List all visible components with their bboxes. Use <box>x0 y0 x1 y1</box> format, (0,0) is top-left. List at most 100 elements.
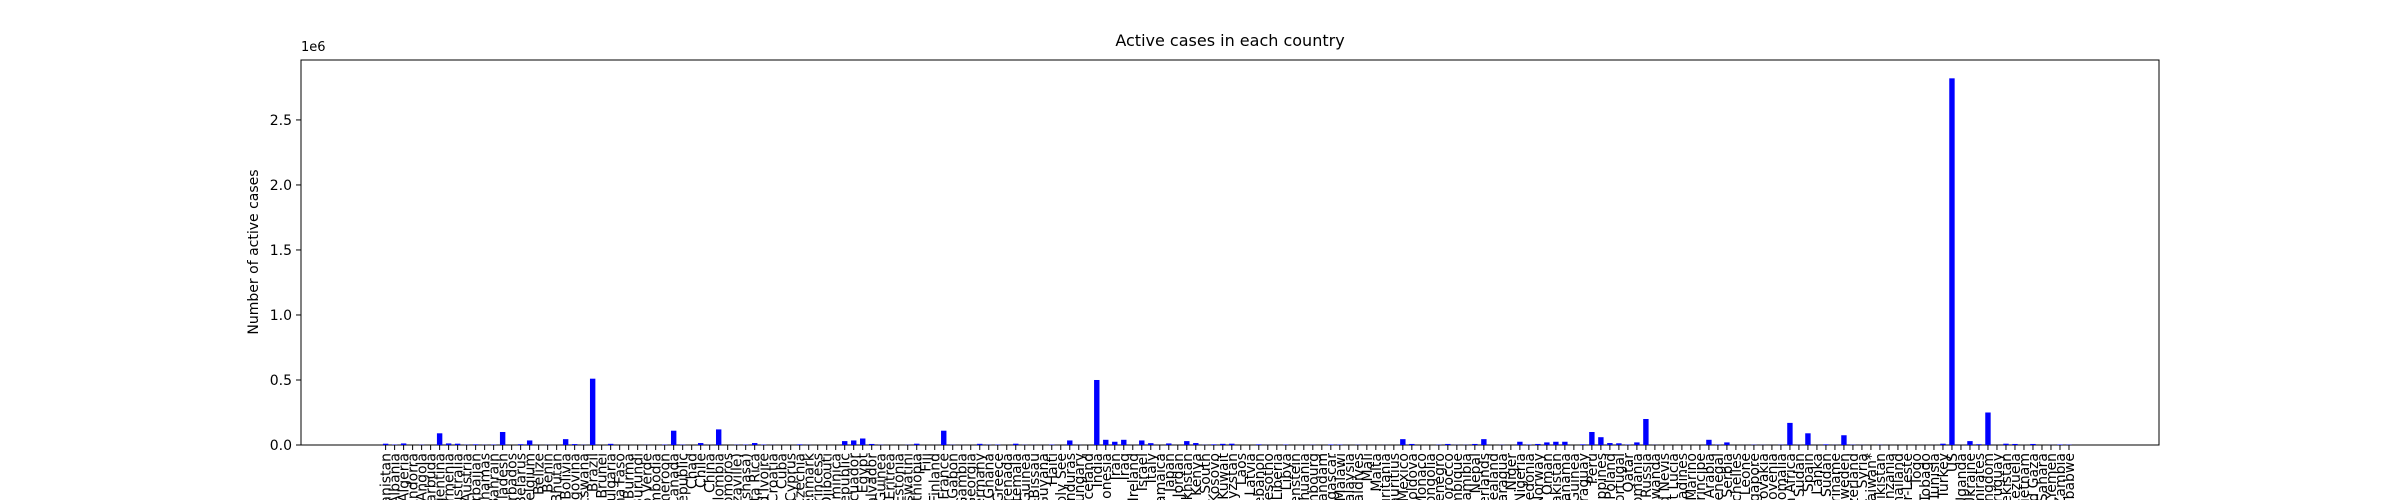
x-tick-label: El Salvador <box>865 453 881 500</box>
x-tick-label: United Arab Emirates <box>1972 453 1988 500</box>
x-tick-label: United Kingdom <box>1981 453 1997 500</box>
x-tick-label: Cuba <box>775 453 791 489</box>
plot-frame <box>300 59 2160 446</box>
x-tick-label: Congo (Kinshasa) <box>739 453 755 500</box>
bar <box>1067 440 1073 445</box>
bar <box>697 443 704 445</box>
x-tick-label: MS Zaandam <box>1315 453 1331 500</box>
x-tick-label: Chile <box>694 453 710 488</box>
x-tick-label: Morocco <box>1441 453 1457 500</box>
bar <box>454 443 461 445</box>
bar <box>1616 443 1622 445</box>
bar <box>1328 444 1334 445</box>
x-tick-label: Georgia <box>964 453 980 500</box>
y-offset-label: 1e6 <box>301 40 326 55</box>
x-tick-label: Vietnam <box>2017 453 2033 500</box>
x-tick-label: Dominica <box>829 453 845 500</box>
bar <box>2057 444 2063 445</box>
x-tick-label: Afghanistan <box>379 453 395 500</box>
x-tick-label: Belize <box>532 453 548 495</box>
x-tick-label: Brazil <box>586 453 602 492</box>
x-tick-label: Ethiopia <box>910 453 926 500</box>
x-tick-label: Ecuador <box>847 453 863 500</box>
x-tick-label: Nicaragua <box>1495 453 1511 500</box>
x-tick-label: Norway <box>1531 453 1547 500</box>
bar <box>472 444 479 445</box>
x-tick-label: Barbados <box>505 453 521 500</box>
x-tick-label: Bhutan <box>550 453 566 500</box>
bar <box>1634 442 1640 445</box>
x-tick-label: Montenegro <box>1432 453 1448 500</box>
x-tick-label: Malaysia <box>1342 453 1358 500</box>
x-tick-label: Grenada <box>1000 453 1016 500</box>
bar <box>517 444 524 445</box>
x-tick-label: Seychelles <box>1729 453 1745 500</box>
y-tick-label: 2.0 <box>270 178 292 194</box>
x-tick-label: Ireland <box>1126 453 1142 500</box>
x-tick-label: Italy <box>1144 453 1160 483</box>
x-tick-label: Laos <box>1234 453 1250 485</box>
x-tick-label: Uruguay <box>1990 453 2006 500</box>
x-tick-label: Kazakhstan <box>1180 453 1196 500</box>
x-tick-label: Cote d'Ivoire <box>757 453 773 500</box>
x-tick-label: Finland <box>928 453 944 500</box>
bar <box>445 443 452 445</box>
x-tick-label: Mauritania <box>1378 453 1394 500</box>
x-tick-label: Lebanon <box>1252 453 1268 500</box>
y-tick-label: 0.5 <box>270 373 292 389</box>
bar <box>670 430 677 445</box>
x-tick-label: Namibia <box>1459 453 1475 500</box>
bar <box>797 444 803 445</box>
x-tick-label: Mongolia <box>1423 453 1439 500</box>
bar <box>1607 443 1613 445</box>
x-tick-label: Costa Rica <box>748 453 764 500</box>
bar <box>571 444 578 445</box>
x-tick-label: Moldova <box>1405 453 1421 500</box>
bar <box>1823 444 1829 445</box>
x-tick-label: Burundi <box>631 453 647 500</box>
x-tick-label: Angola <box>415 453 431 500</box>
x-tick-label: Eswatini <box>901 453 917 500</box>
bar <box>1940 443 1946 445</box>
y-tick-label: 0.0 <box>270 438 292 454</box>
x-tick-label: Korea, South <box>1198 453 1214 500</box>
x-tick-label: Yemen <box>2044 453 2060 500</box>
bar <box>941 430 947 445</box>
bar <box>1445 443 1451 445</box>
x-tick-label: Austria <box>460 453 476 500</box>
x-tick-label: Russia <box>1639 453 1655 498</box>
bar <box>1589 431 1595 445</box>
x-tick-label: Egypt <box>856 453 872 494</box>
bar <box>1562 441 1568 445</box>
x-tick-label: Maldives <box>1351 453 1367 500</box>
x-tick-label: Pakistan <box>1549 453 1565 500</box>
bar <box>1193 443 1199 445</box>
x-tick-label: Venezuela <box>2008 453 2024 500</box>
x-tick-label: Ukraine <box>1963 453 1979 500</box>
bar <box>842 441 848 445</box>
x-tick-label: Armenia <box>442 453 458 500</box>
bar <box>1166 443 1172 445</box>
x-tick-label: Congo (Brazzaville) <box>730 453 746 500</box>
x-tick-label: Cambodia <box>649 453 665 500</box>
x-tick-label: Lesotho <box>1261 453 1277 500</box>
x-tick-label: Malta <box>1369 453 1385 492</box>
x-tick-label: Papua New Guinea <box>1567 453 1583 500</box>
bar <box>1103 439 1109 445</box>
x-tick-label: Colombia <box>712 453 728 500</box>
x-tick-label: Saint Lucia <box>1666 453 1682 500</box>
bar <box>607 443 614 445</box>
x-tick-label: Antigua and Barbuda <box>424 453 440 500</box>
x-tick-label: Madagascar <box>1324 453 1340 500</box>
x-tick-label: Philippines <box>1594 453 1610 500</box>
bar <box>1229 443 1235 445</box>
bar <box>1184 441 1190 445</box>
x-tick-label: Cameroon <box>658 453 674 500</box>
bar <box>977 443 983 445</box>
y-axis-label: Number of active cases <box>246 169 262 334</box>
x-tick-label: Turkey <box>1936 453 1952 500</box>
x-tick-label: Switzerland <box>1846 453 1862 500</box>
x-tick-label: Mozambique <box>1450 453 1466 500</box>
x-tick-label: Libya <box>1279 453 1295 490</box>
